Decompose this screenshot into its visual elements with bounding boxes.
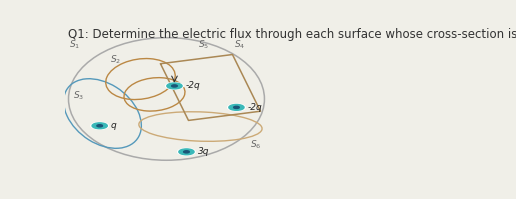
- Circle shape: [178, 148, 195, 155]
- Circle shape: [167, 83, 182, 89]
- Text: -2q: -2q: [248, 103, 263, 112]
- Circle shape: [228, 104, 245, 111]
- Text: $S_6$: $S_6$: [250, 139, 262, 151]
- Circle shape: [184, 151, 189, 153]
- Circle shape: [166, 83, 183, 89]
- Text: $S_5$: $S_5$: [199, 38, 209, 51]
- Circle shape: [92, 123, 107, 129]
- Text: 3q: 3q: [198, 147, 209, 156]
- Text: $S_2$: $S_2$: [110, 54, 122, 66]
- Text: Q1: Determine the electric flux through each surface whose cross-section is show: Q1: Determine the electric flux through …: [69, 28, 516, 41]
- Text: q: q: [111, 121, 117, 130]
- Circle shape: [179, 149, 194, 155]
- Circle shape: [172, 85, 178, 87]
- Circle shape: [97, 125, 103, 127]
- Text: $S_4$: $S_4$: [234, 38, 246, 51]
- Text: -2q: -2q: [186, 81, 200, 90]
- Text: $S_1$: $S_1$: [69, 38, 80, 51]
- Text: $S_3$: $S_3$: [73, 90, 85, 102]
- Circle shape: [91, 122, 108, 129]
- Circle shape: [229, 104, 244, 110]
- Circle shape: [234, 106, 239, 108]
